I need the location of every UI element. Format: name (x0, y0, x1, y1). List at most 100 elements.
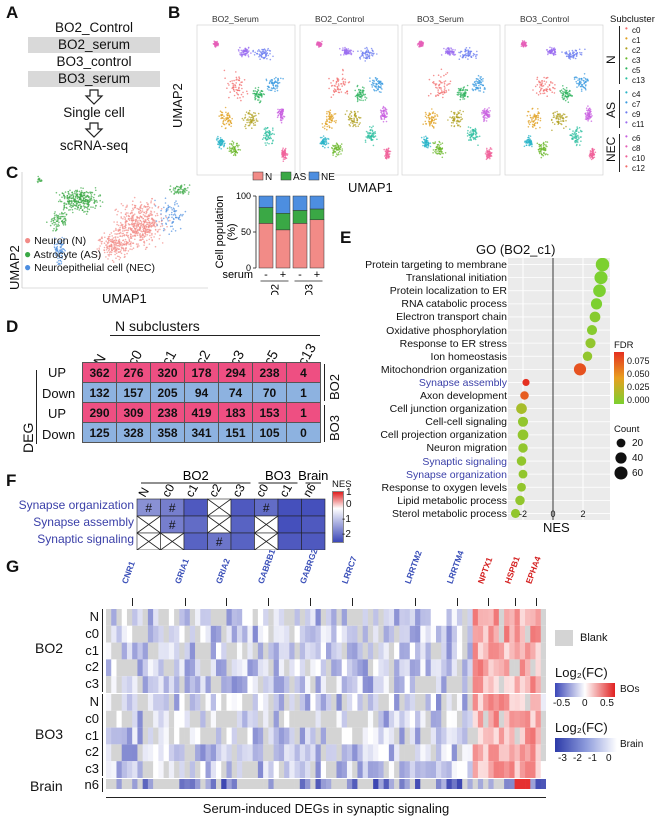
umap-b-point (349, 112, 351, 115)
heatmap-cell (111, 642, 117, 660)
umap-b-point (372, 133, 374, 135)
heatmap-cell (341, 609, 348, 626)
umap-c-point (174, 187, 177, 190)
umap-c-point (120, 224, 122, 227)
umap-b-point (440, 76, 442, 78)
gene-label-EPHA4: EPHA4 (523, 554, 543, 585)
umap-b-plot-4 (504, 24, 604, 176)
go-term-2: Protein localization to ER (389, 285, 507, 298)
umap-c-point (62, 215, 64, 218)
umap-b-point (341, 85, 343, 87)
umap-b-point (326, 110, 328, 113)
umap-c-point (146, 223, 148, 225)
umap-b-point (440, 86, 442, 89)
umap-b-point (561, 114, 564, 117)
umap-b-point (326, 118, 328, 121)
umap-b-point (561, 92, 564, 95)
umap-b-point (572, 52, 574, 55)
umap-b-point (576, 139, 578, 142)
go-term-19: Sterol metabolic process (392, 507, 507, 520)
go-dot-13 (517, 429, 529, 441)
umap-c-point (137, 231, 140, 234)
umap-b-point (330, 96, 333, 98)
deg-up-label-2: UP (48, 406, 67, 421)
umap-b-point (221, 116, 224, 119)
umap-c-point (177, 189, 179, 191)
umap-b-point (584, 48, 586, 51)
nes-hash-mark: # (169, 501, 176, 515)
nes-col-2: c1 (182, 481, 201, 499)
go-term-17: Response to oxygen levels (381, 481, 508, 494)
subcluster-dot-icon: • (625, 64, 628, 73)
umap-b-point (248, 113, 251, 115)
umap-b-point (259, 101, 261, 103)
umap-b-point (267, 47, 269, 50)
umap-c-point (87, 203, 90, 205)
umap-b-point (258, 50, 261, 52)
count-legend-title: Count (614, 424, 640, 435)
panel-c-label: C (6, 163, 19, 182)
umap-b-point (282, 155, 284, 157)
umap-b-point (249, 118, 252, 121)
umap-b-point (529, 138, 531, 141)
umap-c-point (63, 202, 65, 205)
umap-c-point (53, 217, 55, 219)
umap-c-point (77, 196, 80, 198)
umap-b-point (321, 145, 324, 148)
umap-b-point (539, 126, 541, 129)
umap-c-point (153, 203, 156, 205)
umap-c-point (130, 229, 133, 232)
umap-b-point (465, 91, 467, 94)
umap-b-point (342, 49, 344, 52)
umap-b-point (242, 51, 245, 54)
heatmap-cell (189, 642, 196, 660)
heatmap-cell (231, 642, 238, 660)
umap-b-point (440, 91, 443, 94)
umap-b-point (328, 121, 331, 124)
umap-b-point (477, 82, 480, 84)
go-dot-4 (589, 311, 601, 323)
umap-c-point (65, 206, 68, 209)
umap-c-point (156, 230, 159, 233)
umap-b-point (225, 111, 227, 114)
deg-down-label-2: Down (42, 427, 76, 442)
umap-b-point (485, 154, 488, 156)
heatmap-cell (106, 642, 112, 660)
heatmap-cell (399, 609, 405, 626)
umap-b-point (460, 94, 463, 96)
umap-b-point (355, 125, 357, 128)
go-term-11: Cell junction organization (389, 403, 507, 416)
heatmap-cell (247, 642, 253, 660)
umap-c-point (80, 200, 83, 203)
heatmap-cell (205, 625, 212, 643)
umap-b-point (483, 117, 486, 120)
umap-c-point (62, 239, 65, 242)
umap-b-point (236, 89, 239, 92)
heatmap-cell (326, 625, 332, 643)
umap-b-point (459, 109, 461, 112)
umap-b-point (323, 127, 326, 130)
heatmap-cell (106, 625, 112, 643)
umap-b-point (357, 97, 359, 99)
umap-c-point (120, 217, 123, 219)
umap-c-point (160, 217, 163, 219)
umap-b-point (235, 82, 237, 84)
umap-b-point (258, 99, 260, 101)
go-term-13: Cell projection organization (380, 429, 507, 442)
umap-b-point (445, 50, 448, 52)
umap-c-point (132, 242, 134, 244)
umap-b-point (574, 57, 577, 60)
umap-b-point (384, 150, 387, 153)
umap-b-point (232, 143, 235, 145)
umap-b-point (242, 91, 244, 94)
umap-b-point (368, 54, 371, 56)
umap-c-point (154, 214, 157, 217)
umap-b-point (253, 92, 256, 95)
heatmap-cell (425, 625, 432, 643)
umap-b-point (265, 54, 267, 57)
subcluster-dot-icon: • (625, 24, 628, 33)
subcluster-item-c1: c1 (632, 36, 641, 45)
umap-b-point (488, 154, 490, 157)
umap-b-point (445, 48, 447, 51)
go-dot-6 (585, 338, 596, 349)
